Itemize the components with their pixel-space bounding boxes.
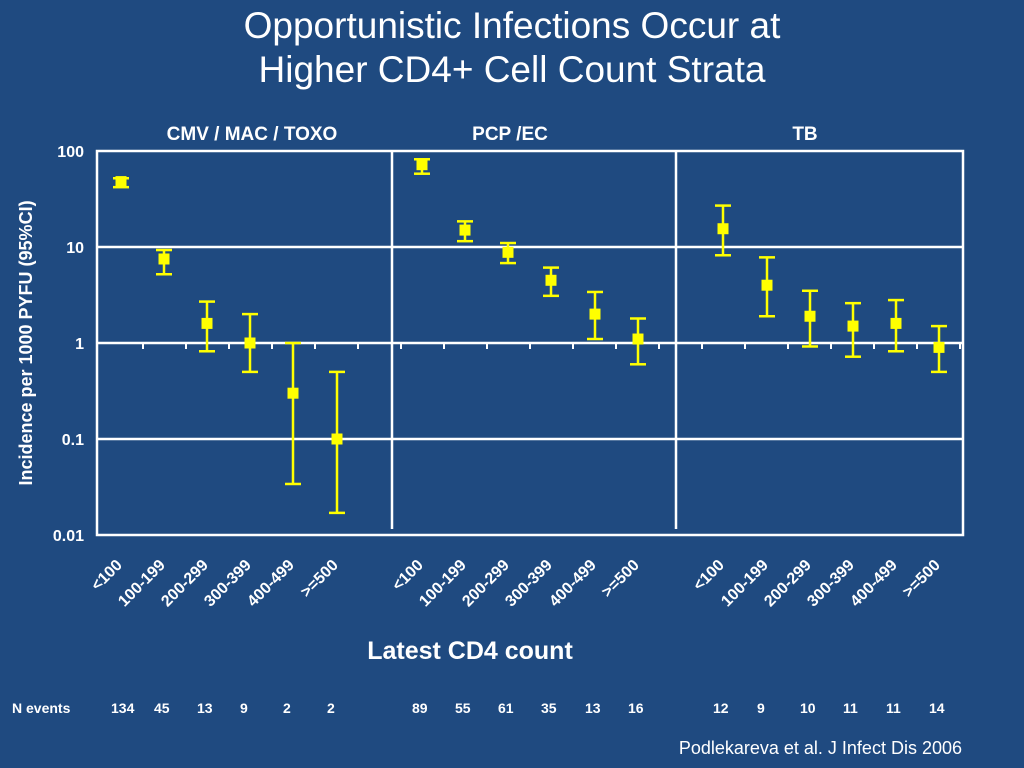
n-events-row: N events 134 45 13 9 2 2 89 55 61 35 13 16 12 9 10 11 11… [0, 700, 1024, 720]
data-point [545, 274, 557, 286]
panel-title: PCP /EC [472, 124, 548, 145]
panel-title: CMV / MAC / TOXO [167, 124, 338, 145]
x-tick-label: 200-299 [459, 557, 513, 611]
data-point [804, 310, 816, 322]
title-line-2: Higher CD4+ Cell Count Strata [258, 49, 766, 90]
data-point [201, 317, 213, 329]
x-tick-label: <100 [88, 557, 126, 595]
citation: Podlekareva et al. J Infect Dis 2006 [678, 738, 962, 758]
n-events-value: 11 [843, 700, 858, 716]
data-point [331, 433, 343, 445]
x-tick-label: 400-499 [847, 557, 901, 611]
y-tick-label: 10 [66, 240, 84, 257]
x-tick-label: 200-299 [761, 557, 815, 611]
data-point [933, 341, 945, 353]
x-tick-label: <100 [389, 557, 427, 595]
n-events-value: 55 [455, 700, 471, 716]
title-line-1: Opportunistic Infections Occur at [243, 5, 781, 46]
n-events-value: 134 [111, 700, 135, 716]
n-events-value: 14 [929, 700, 945, 716]
y-tick-label: 1 [75, 336, 84, 353]
x-tick-label: >=500 [900, 557, 944, 601]
n-events-value: 35 [541, 700, 557, 716]
data-point [761, 279, 773, 291]
x-tick-label: 200-299 [158, 557, 212, 611]
n-events-value: 13 [585, 700, 601, 716]
data-point [287, 387, 299, 399]
n-events-value: 11 [886, 700, 901, 716]
n-events-value: 9 [757, 700, 765, 716]
y-tick-label: 0.1 [62, 432, 84, 449]
slide-title: Opportunistic Infections Occur at Higher… [0, 4, 1024, 92]
data-point [158, 253, 170, 265]
n-events-value: 9 [240, 700, 248, 716]
n-events-value: 10 [800, 700, 816, 716]
x-tick-label: 100-199 [416, 557, 470, 611]
data-point [115, 176, 127, 188]
n-events-value: 2 [283, 700, 291, 716]
n-events-value: 13 [197, 700, 213, 716]
data-point [890, 317, 902, 329]
data-point [717, 223, 729, 235]
x-tick-label: 300-399 [502, 557, 556, 611]
x-tick-label: <100 [690, 557, 728, 595]
n-events-value: 45 [154, 700, 170, 716]
data-point [502, 246, 514, 258]
n-events-value: 16 [628, 700, 644, 716]
x-axis-label: Latest CD4 count [367, 637, 573, 665]
data-point [459, 224, 471, 236]
y-axis-label: Incidence per 1000 PYFU (95%CI) [16, 200, 36, 485]
data-point [416, 159, 428, 171]
x-tick-label: 400-499 [244, 557, 298, 611]
data-point [589, 308, 601, 320]
data-point [244, 337, 256, 349]
x-tick-label: 100-199 [718, 557, 772, 611]
n-events-value: 89 [412, 700, 428, 716]
data-point [847, 320, 859, 332]
data-point [632, 333, 644, 345]
n-events-value: 12 [713, 700, 729, 716]
x-tick-label: 300-399 [804, 557, 858, 611]
x-tick-label: 300-399 [201, 557, 255, 611]
x-tick-label: 400-499 [546, 557, 600, 611]
n-events-value: 2 [327, 700, 335, 716]
panel-title: TB [792, 124, 817, 145]
y-tick-label: 0.01 [53, 528, 84, 545]
x-tick-label: 100-199 [115, 557, 169, 611]
y-tick-label: 100 [57, 144, 84, 161]
x-tick-label: >=500 [298, 557, 342, 601]
x-tick-label: >=500 [599, 557, 643, 601]
n-events-value: 61 [498, 700, 514, 716]
n-events-label: N events [12, 700, 71, 716]
